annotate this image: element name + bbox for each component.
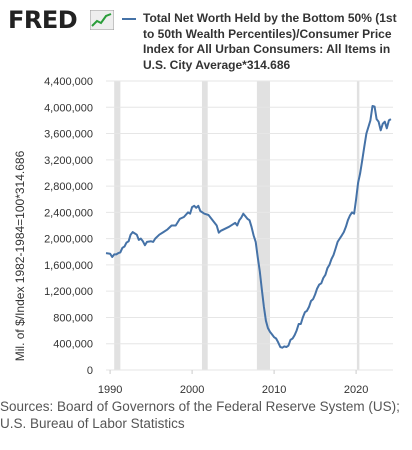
x-axis-tick-labels: 1990 2000 2010 2020 (98, 370, 368, 395)
y-tick-label: 3,600,000 (44, 129, 93, 141)
y-tick-label: 0 (87, 365, 93, 377)
y-tick-label: 1,600,000 (44, 260, 93, 272)
grid-lines (106, 80, 393, 371)
fred-chart-icon (90, 10, 114, 30)
y-tick-label: 800,000 (53, 312, 93, 324)
recession-bands (114, 81, 360, 370)
x-tick-label: 2000 (180, 384, 204, 395)
line-chart: 0 400,000 800,000 1,200,000 1,600,000 2,000,0… (13, 76, 393, 395)
y-tick-label: 3,200,000 (44, 155, 93, 167)
y-tick-label: 4,000,000 (44, 102, 93, 114)
recession-band (201, 81, 208, 370)
y-tick-label: 4,400,000 (44, 76, 93, 88)
y-tick-label: 2,000,000 (44, 234, 93, 246)
y-axis-tick-labels: 0 400,000 800,000 1,200,000 1,600,000 2,000,0… (44, 76, 93, 377)
y-tick-label: 400,000 (53, 339, 93, 351)
recession-band (356, 81, 360, 370)
sources-note: Sources: Board of Governors of the Feder… (0, 399, 400, 431)
y-tick-label: 2,400,000 (44, 207, 93, 219)
x-tick-label: 2020 (344, 384, 368, 395)
recession-band (114, 81, 121, 370)
series-layer (105, 105, 392, 349)
fred-logo[interactable]: FRED (8, 6, 78, 34)
x-tick-label: 1990 (98, 384, 122, 395)
legend-series-label[interactable]: Total Net Worth Held by the Bottom 50% (… (143, 11, 397, 72)
recession-band (256, 81, 270, 370)
x-tick-label: 2010 (262, 384, 286, 395)
y-tick-label: 2,800,000 (44, 181, 93, 193)
series-line (105, 105, 392, 349)
y-axis-label: Mil. of $/Index 1982-1984=100*314.686 (13, 150, 27, 361)
y-tick-label: 1,200,000 (44, 286, 93, 298)
legend-line-swatch (122, 18, 136, 20)
